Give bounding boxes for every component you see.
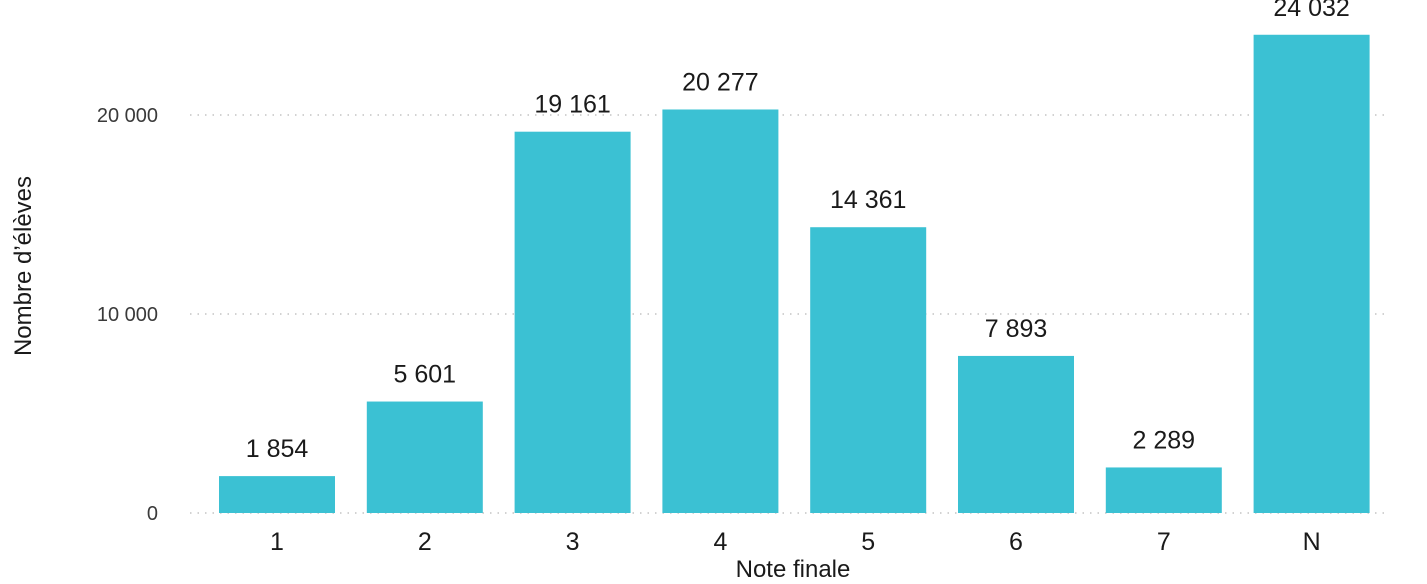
data-label: 2 289 xyxy=(1133,426,1196,454)
bar xyxy=(514,131,631,513)
data-label: 14 361 xyxy=(830,186,906,214)
bar xyxy=(366,401,483,513)
bar xyxy=(662,109,779,513)
data-label: 7 893 xyxy=(985,315,1048,343)
bar xyxy=(1253,34,1370,514)
x-axis-ticks: 1 2 3 4 5 6 7 N xyxy=(270,528,1321,556)
x-tick-label: 2 xyxy=(418,528,432,556)
x-tick-label: 3 xyxy=(566,528,580,556)
data-label: 5 601 xyxy=(394,361,457,389)
data-label: 19 161 xyxy=(534,91,610,119)
y-tick-label: 20 000 xyxy=(97,105,158,127)
data-labels: 1 854 5 601 19 161 20 277 14 361 7 893 2 289 24… xyxy=(246,0,1350,463)
x-tick-label: 4 xyxy=(713,528,727,556)
x-tick-label: 5 xyxy=(861,528,875,556)
bar xyxy=(219,476,335,513)
y-tick-label: 10 000 xyxy=(97,304,158,326)
x-tick-label: 1 xyxy=(270,528,284,556)
bar xyxy=(1105,467,1222,513)
bar xyxy=(810,227,927,513)
x-tick-label: 7 xyxy=(1157,528,1171,556)
y-axis-ticks: 0 10 000 20 000 xyxy=(97,105,158,525)
data-label: 24 032 xyxy=(1273,0,1349,22)
x-axis-title: Note finale xyxy=(736,556,851,583)
bars xyxy=(219,34,1370,514)
data-label: 1 854 xyxy=(246,435,309,463)
x-tick-label: 6 xyxy=(1009,528,1023,556)
bar xyxy=(958,355,1074,513)
y-tick-label: 0 xyxy=(147,503,158,525)
data-label: 20 277 xyxy=(682,68,758,96)
x-tick-label: N xyxy=(1303,528,1321,556)
gridlines xyxy=(190,114,1390,514)
y-axis-title: Nombre d’élèves xyxy=(10,176,37,356)
